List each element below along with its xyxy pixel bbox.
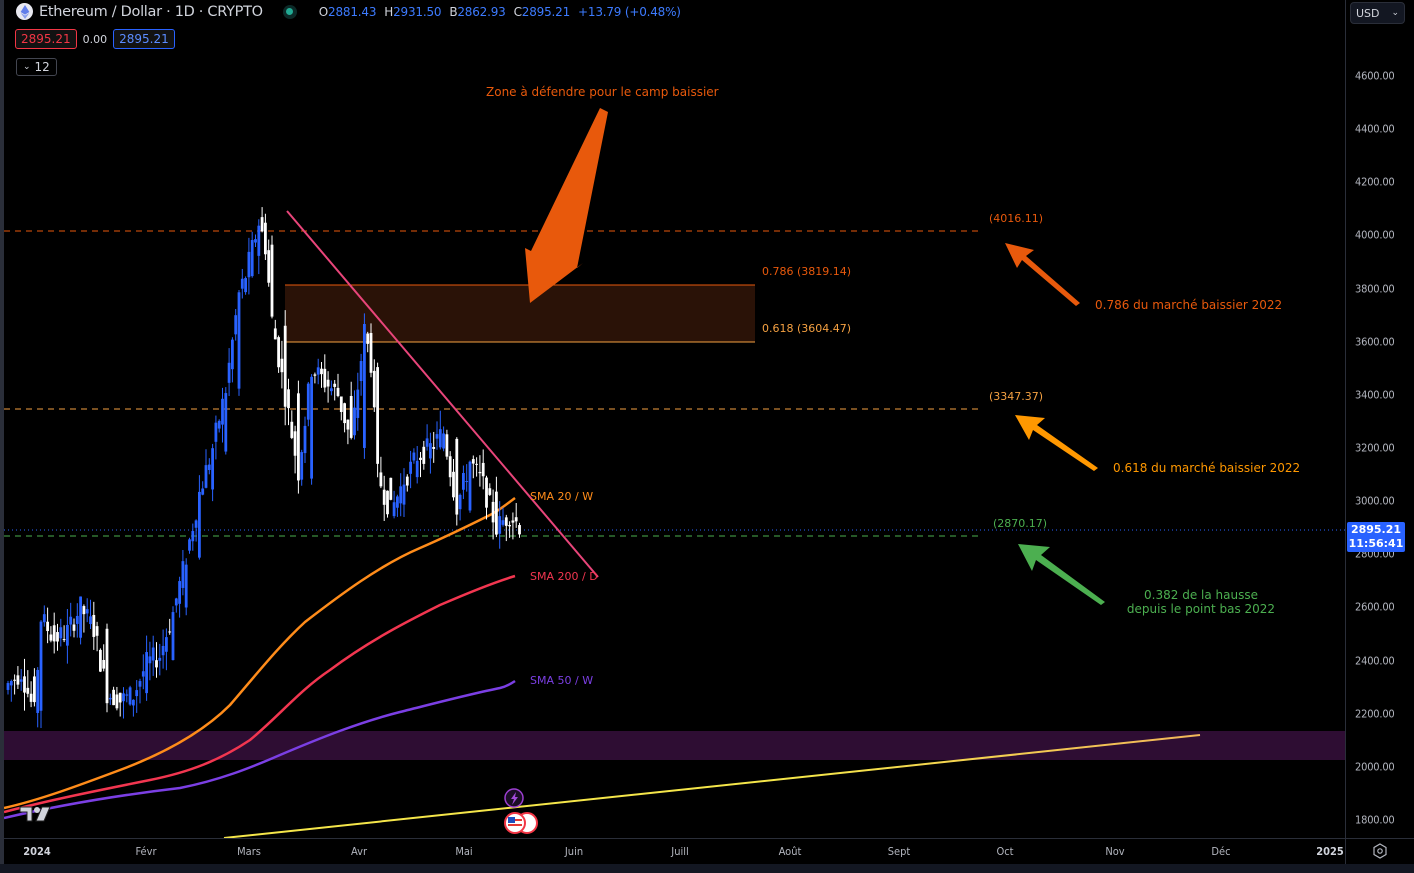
- time-tick: Avr: [350, 845, 368, 858]
- currency-selector[interactable]: USD ⌄: [1350, 2, 1405, 24]
- note-618-annotation: 0.618 du marché baissier 2022: [1113, 461, 1301, 475]
- purple-support-band: [4, 731, 1345, 760]
- fib-618-label: 0.618 (3604.47): [762, 322, 852, 335]
- indicators-toggle-button[interactable]: ⌄ 12: [16, 58, 57, 76]
- tradingview-logo-icon[interactable]: [18, 805, 52, 827]
- currency-label: USD: [1356, 6, 1380, 20]
- time-tick: Mai: [455, 845, 473, 858]
- note-382-line1: 0.382 de la hausse: [1144, 588, 1258, 602]
- price-tick: 4000.00: [1355, 228, 1395, 242]
- time-tick: Juill: [671, 845, 689, 858]
- open-label: O: [318, 4, 329, 19]
- level-4016-label: (4016.11): [989, 212, 1044, 225]
- bottom-panel-strip: [0, 864, 1414, 873]
- sma200d-label: SMA 200 / D: [530, 570, 598, 583]
- close-label: C: [513, 4, 522, 19]
- fib-786-label: 0.786 (3819.14): [762, 265, 852, 278]
- time-tick: Juin: [564, 845, 584, 858]
- chart-canvas[interactable]: [4, 0, 1345, 838]
- note-786-annotation: 0.786 du marché baissier 2022: [1095, 298, 1283, 312]
- fib-zone-rect: [285, 285, 755, 342]
- market-status-icon[interactable]: [282, 4, 297, 19]
- change-value: +13.79 (+0.48%): [578, 4, 681, 19]
- price-tick: 3600.00: [1355, 335, 1395, 349]
- price-tick: 3800.00: [1355, 282, 1395, 296]
- sma50w-label: SMA 50 / W: [530, 674, 594, 687]
- level-3347-label: (3347.37): [989, 390, 1044, 403]
- level-2870-label: (2870.17): [993, 517, 1048, 530]
- time-tick: Nov: [1105, 845, 1125, 858]
- sma200d-line[interactable]: [4, 574, 516, 814]
- high-value: 2931.50: [393, 4, 442, 19]
- chart-legend: Ethereum / Dollar · 1D · CRYPTO O2881.43…: [16, 3, 681, 20]
- indicators-count: 12: [34, 60, 50, 74]
- chevron-down-icon: ⌄: [1391, 8, 1399, 18]
- time-tick: Août: [778, 845, 802, 858]
- buy-button[interactable]: 2895.21: [113, 29, 175, 49]
- price-tick: 2400.00: [1355, 654, 1395, 668]
- bar-countdown: 11:56:41: [1348, 537, 1404, 550]
- zone-title-annotation: Zone à défendre pour le camp baissier: [486, 85, 719, 99]
- note-382-line2: depuis le point bas 2022: [1126, 602, 1276, 616]
- price-tick: 2000.00: [1355, 760, 1395, 774]
- price-tick: 2600.00: [1355, 600, 1395, 614]
- low-value: 2862.93: [457, 4, 506, 19]
- current-price-value: 2895.21: [1350, 523, 1402, 536]
- note-382-annotation: 0.382 de la hausse depuis le point bas 2…: [1116, 588, 1286, 616]
- time-axis[interactable]: 2024 Févr Mars Avr Mai Juin Juill Août Sept Oct No…: [4, 838, 1345, 865]
- price-tick: 4400.00: [1355, 122, 1395, 136]
- price-tick: 3400.00: [1355, 388, 1395, 402]
- chart-plot-area[interactable]: Ethereum / Dollar · 1D · CRYPTO O2881.43…: [4, 0, 1345, 838]
- ethereum-logo-icon: [16, 3, 33, 20]
- time-tick: Sept: [887, 845, 911, 858]
- sma50w-line[interactable]: [4, 679, 516, 820]
- time-tick: 2024: [23, 845, 51, 858]
- left-toolbar-edge: [0, 0, 4, 873]
- time-tick: Oct: [996, 845, 1014, 858]
- chevron-down-icon: ⌄: [23, 62, 31, 72]
- close-value: 2895.21: [521, 4, 571, 19]
- candlestick-series: [6, 207, 521, 728]
- arrow-618-icon: [1015, 415, 1098, 471]
- price-axis[interactable]: 4600.00 4400.00 4200.00 4000.00 3800.00 3600.…: [1345, 0, 1414, 838]
- symbol-title[interactable]: Ethereum / Dollar · 1D · CRYPTO: [39, 3, 263, 20]
- price-tick: 4200.00: [1355, 175, 1395, 189]
- lightning-glyph-icon: [511, 792, 518, 805]
- open-value: 2881.43: [328, 4, 377, 19]
- sma20w-label: SMA 20 / W: [530, 490, 594, 503]
- current-price-tag: 2895.21 11:56:41: [1347, 522, 1405, 552]
- arrow-382-icon: [1018, 544, 1105, 605]
- us-flag-event-icon[interactable]: [504, 812, 538, 834]
- price-tick: 1800.00: [1355, 813, 1395, 827]
- high-label: H: [384, 4, 394, 19]
- price-tick: 4600.00: [1355, 69, 1395, 83]
- time-tick: Mars: [237, 845, 261, 858]
- sma20w-line[interactable]: [4, 496, 516, 810]
- price-tick: 2200.00: [1355, 707, 1395, 721]
- ohlc-values: O2881.43 H2931.50 B2862.93 C2895.21 +13.…: [319, 5, 681, 19]
- spread-value: 0.00: [82, 32, 108, 46]
- time-tick: Déc: [1211, 845, 1231, 858]
- time-tick: 2025: [1316, 845, 1344, 858]
- arrow-786-icon: [1005, 243, 1080, 306]
- sell-button[interactable]: 2895.21: [15, 29, 77, 49]
- descending-trendline[interactable]: [286, 210, 599, 578]
- long-support-trendline[interactable]: [223, 734, 1201, 838]
- axis-corner: [1345, 838, 1414, 865]
- arrow-zone-icon: [525, 108, 608, 303]
- price-tick: 3200.00: [1355, 441, 1395, 455]
- low-label: B: [449, 4, 458, 19]
- price-tick: 3000.00: [1355, 494, 1395, 508]
- chart-settings-icon[interactable]: [1372, 843, 1388, 859]
- time-tick: Févr: [135, 845, 157, 858]
- trade-buttons: 2895.21 0.00 2895.21: [15, 29, 175, 49]
